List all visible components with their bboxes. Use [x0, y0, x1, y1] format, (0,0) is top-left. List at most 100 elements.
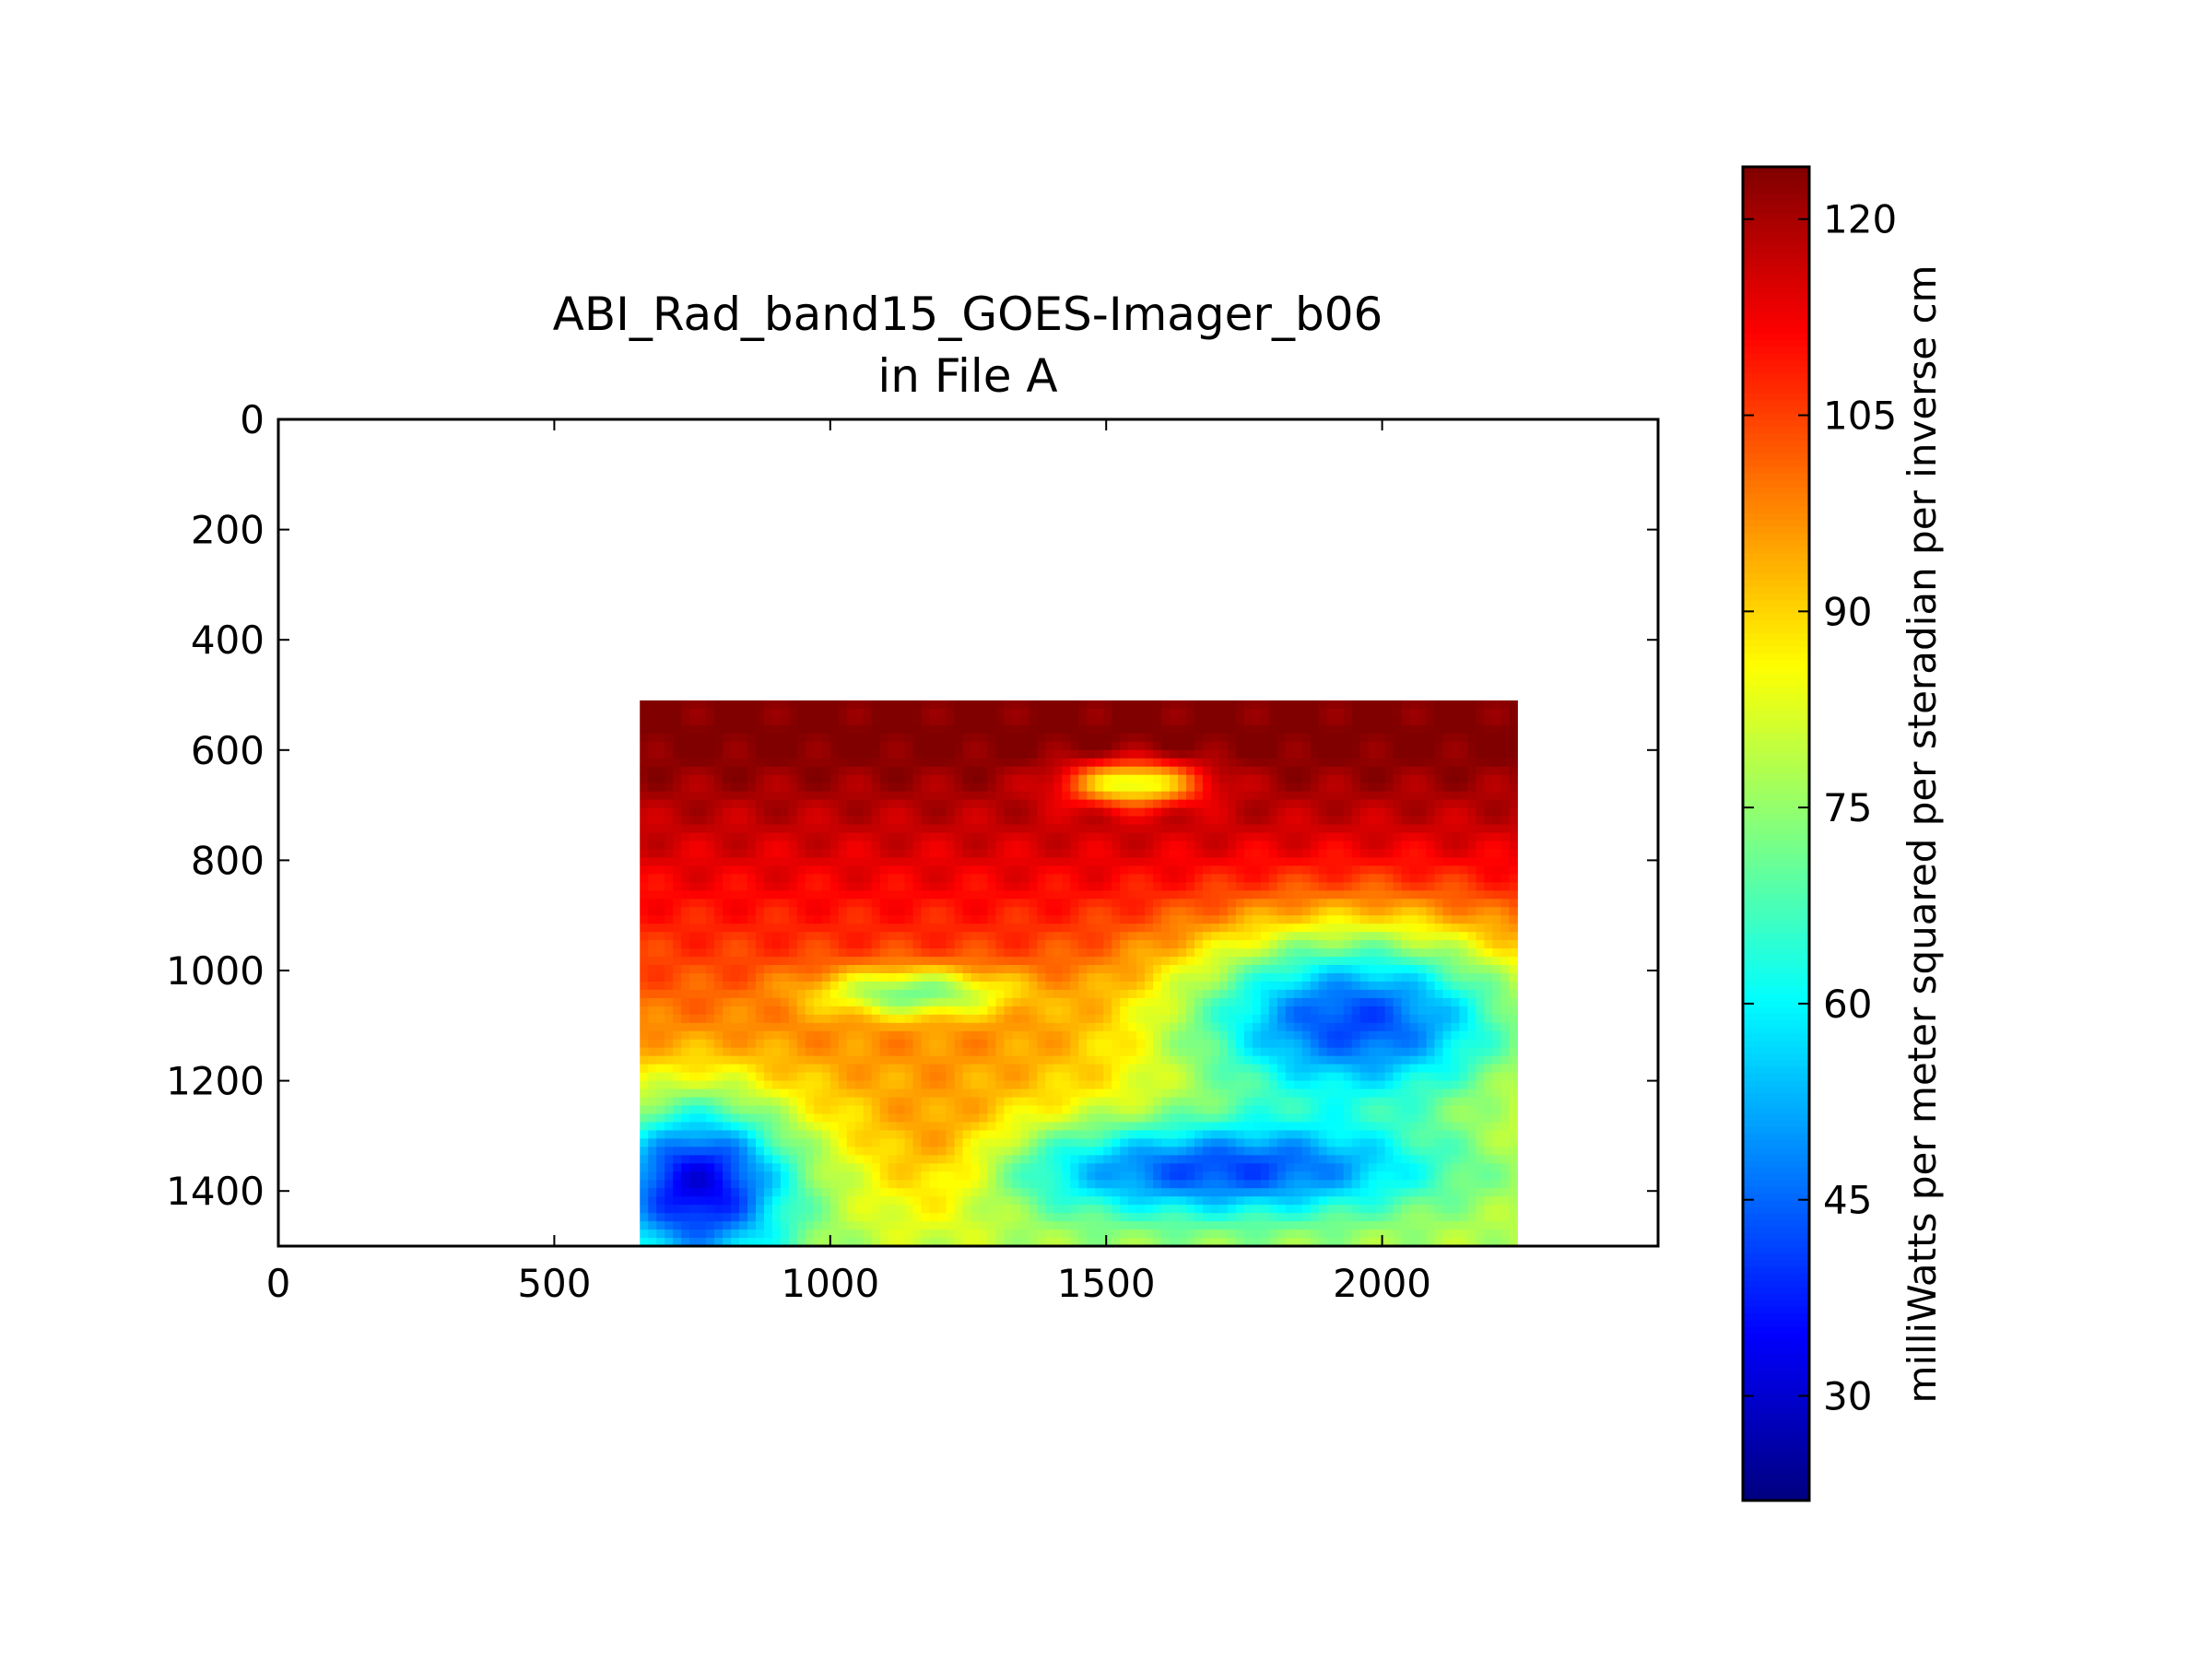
heatmap-cell	[1020, 1039, 1030, 1049]
heatmap-cell	[1459, 989, 1469, 999]
heatmap-cell	[1194, 865, 1204, 875]
heatmap-cell	[706, 1006, 715, 1016]
heatmap-cell	[1145, 1080, 1154, 1090]
heatmap-cell	[1012, 733, 1021, 743]
heatmap-cell	[1103, 1006, 1112, 1016]
heatmap-cell	[1442, 832, 1453, 842]
heatmap-cell	[640, 1055, 649, 1065]
heatmap-cell	[821, 724, 831, 735]
heatmap-cell	[1467, 841, 1477, 851]
heatmap-cell	[706, 733, 715, 743]
heatmap-cell	[1243, 1072, 1253, 1082]
heatmap-cell	[1293, 708, 1303, 718]
heatmap-cell	[1252, 997, 1262, 1007]
heatmap-cell	[1178, 766, 1187, 776]
heatmap-cell	[1434, 857, 1444, 866]
heatmap-cell	[1078, 741, 1088, 751]
heatmap-cell	[1210, 841, 1220, 851]
heatmap-cell	[1103, 774, 1112, 784]
heatmap-cell	[1492, 924, 1501, 933]
heatmap-cell	[1451, 857, 1461, 866]
heatmap-cell	[888, 1055, 898, 1065]
heatmap-cell	[755, 832, 765, 842]
heatmap-cell	[1277, 1022, 1287, 1032]
heatmap-cell	[640, 724, 649, 735]
heatmap-cell	[1194, 841, 1204, 851]
heatmap-cell	[995, 749, 1006, 759]
heatmap-cell	[904, 791, 914, 801]
heatmap-cell	[896, 766, 906, 776]
heatmap-cell	[1326, 1030, 1336, 1041]
heatmap-cell	[1186, 857, 1195, 866]
heatmap-cell	[1194, 1022, 1204, 1032]
heatmap-cell	[1351, 997, 1361, 1007]
heatmap-cell	[1343, 915, 1353, 924]
heatmap-cell	[929, 1080, 939, 1090]
heatmap-cell	[1070, 716, 1079, 726]
heatmap-cell	[763, 733, 773, 743]
heatmap-cell	[805, 957, 815, 966]
heatmap-cell	[1062, 841, 1071, 851]
heatmap-cell	[1004, 1014, 1014, 1024]
heatmap-cell	[763, 1022, 773, 1032]
heatmap-cell	[1062, 849, 1071, 859]
heatmap-cell	[1020, 708, 1030, 718]
heatmap-cell	[747, 766, 757, 776]
heatmap-cell	[1020, 899, 1030, 908]
heatmap-cell	[921, 724, 931, 735]
heatmap-cell	[1202, 741, 1212, 751]
heatmap-cell	[1227, 700, 1237, 710]
heatmap-cell	[1045, 849, 1054, 859]
heatmap-cell	[788, 733, 798, 743]
heatmap-cell	[1343, 1064, 1353, 1074]
heatmap-cell	[1145, 816, 1154, 826]
heatmap-cell	[673, 857, 682, 866]
heatmap-cell	[1484, 1014, 1493, 1024]
heatmap-cell	[854, 1039, 865, 1049]
heatmap-cell	[1120, 1080, 1129, 1090]
heatmap-cell	[879, 841, 889, 851]
heatmap-cell	[1020, 882, 1030, 891]
heatmap-cell	[846, 1080, 856, 1090]
heatmap-cell	[738, 724, 748, 735]
heatmap-cell	[780, 957, 790, 966]
heatmap-cell	[1053, 957, 1063, 966]
heatmap-cell	[987, 1047, 997, 1057]
heatmap-cell	[1012, 1006, 1021, 1016]
heatmap-cell	[738, 865, 748, 875]
heatmap-cell	[1434, 774, 1444, 784]
heatmap-cell	[681, 791, 690, 801]
heatmap-cell	[1029, 972, 1038, 982]
heatmap-cell	[1318, 849, 1328, 859]
heatmap-cell	[1310, 882, 1320, 891]
heatmap-cell	[879, 708, 889, 718]
heatmap-cell	[1293, 832, 1303, 842]
heatmap-cell	[1268, 1039, 1278, 1049]
heatmap-cell	[1095, 915, 1104, 924]
heatmap-cell	[904, 1030, 914, 1041]
heatmap-cell	[1045, 816, 1054, 826]
heatmap-cell	[971, 807, 981, 818]
heatmap-cell	[904, 874, 914, 883]
heatmap-cell	[1070, 981, 1079, 991]
heatmap-cell	[698, 1088, 707, 1099]
heatmap-cell	[1087, 841, 1096, 851]
heatmap-cell	[1509, 774, 1518, 784]
heatmap-cell	[1020, 948, 1030, 958]
heatmap-cell	[1178, 874, 1187, 883]
heatmap-cell	[821, 733, 831, 743]
heatmap-cell	[1218, 981, 1229, 991]
heatmap-cell	[788, 741, 798, 751]
heatmap-cell	[1136, 799, 1146, 809]
heatmap-cell	[1235, 981, 1245, 991]
heatmap-cell	[1368, 882, 1378, 891]
heatmap-cell	[1492, 782, 1501, 793]
heatmap-cell	[1153, 1014, 1162, 1024]
heatmap-cell	[1409, 948, 1419, 958]
heatmap-cell	[1301, 890, 1312, 900]
heatmap-cell	[738, 782, 748, 793]
heatmap-cell	[1029, 832, 1038, 842]
heatmap-cell	[1136, 997, 1146, 1007]
heatmap-cell	[780, 1006, 790, 1016]
heatmap-cell	[1112, 832, 1121, 842]
